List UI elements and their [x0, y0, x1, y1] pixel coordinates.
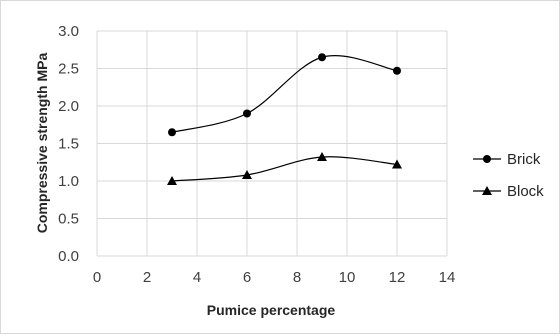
series-block	[167, 152, 402, 185]
y-tick-label: 2.5	[58, 61, 79, 78]
y-tick-label: 1.0	[58, 173, 79, 190]
x-tick-label: 4	[193, 269, 201, 286]
y-tick-label: 2.0	[58, 98, 79, 115]
legend: Brick Block	[473, 151, 544, 200]
x-tick-label: 8	[293, 269, 301, 286]
grid	[96, 30, 448, 257]
x-axis-title: Pumice percentage	[207, 302, 336, 318]
x-tick-label: 6	[243, 269, 251, 286]
legend-marker-block	[482, 186, 492, 195]
y-tick-label: 0.5	[58, 211, 79, 228]
series-line-brick	[171, 55, 398, 133]
x-tick-label: 0	[93, 269, 101, 286]
series-line-block	[171, 156, 398, 182]
y-tick-label: 1.5	[58, 136, 79, 153]
data-point-block	[317, 152, 327, 161]
data-point-block	[167, 176, 177, 185]
data-point-brick	[243, 109, 251, 118]
data-point-brick	[318, 53, 326, 62]
tick-labels: 0 2 4 6 8 10 12 14 0.0 0.5 1.0 1.5 2.0 2.5 3.0	[58, 23, 455, 286]
legend-item-brick: Brick	[473, 151, 541, 168]
data-point-block	[242, 170, 252, 179]
legend-marker-brick	[483, 155, 491, 163]
data-point-block	[392, 159, 402, 169]
data-point-brick	[393, 66, 401, 75]
legend-item-block: Block	[473, 183, 544, 200]
legend-label-brick: Brick	[507, 151, 541, 168]
series-brick	[168, 53, 401, 137]
y-tick-label: 3.0	[58, 23, 79, 40]
x-tick-label: 14	[439, 269, 456, 286]
legend-label-block: Block	[507, 183, 544, 200]
x-tick-label: 10	[339, 269, 356, 286]
series-layer	[167, 53, 402, 185]
y-tick-label: 0.0	[58, 248, 79, 265]
y-axis-title: Compressive strength MPa	[34, 53, 50, 234]
x-tick-label: 12	[389, 269, 406, 286]
data-point-brick	[168, 128, 176, 137]
x-tick-label: 2	[143, 269, 151, 286]
